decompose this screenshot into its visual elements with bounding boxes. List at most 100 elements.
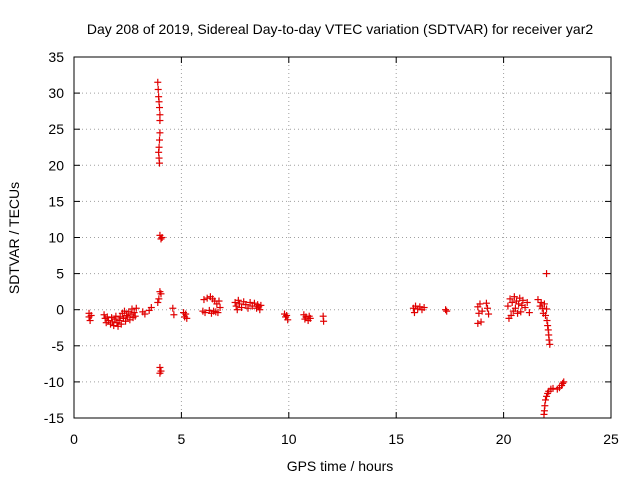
data-point [216,304,224,312]
y-tick-label: -10 [44,374,64,390]
data-point [537,298,545,306]
data-point [477,318,485,326]
data-point [549,384,557,392]
y-tick-label: 15 [48,193,64,209]
x-axis-title: GPS time / hours [287,458,394,474]
x-tick-label: 20 [496,431,512,447]
data-point [156,117,164,125]
data-point [157,290,165,298]
data-point [474,319,482,327]
data-point [141,310,149,318]
data-point [201,309,209,317]
y-tick-label: -5 [52,338,65,354]
data-point [514,309,522,317]
data-point [541,402,549,410]
y-tick-label: 0 [56,302,64,318]
x-tick-label: 25 [603,431,619,447]
data-point [507,311,515,319]
x-tick-label: 5 [178,431,186,447]
data-point [157,235,165,243]
data-point [257,301,265,309]
data-point [540,410,548,418]
data-point [246,298,254,306]
data-point [410,309,418,317]
data-point [483,304,491,312]
data-point [508,298,516,306]
data-point [116,313,124,321]
data-point [120,307,128,315]
axis-ticks: 0 5 10 15 20 25 -15 -10 -5 0 5 10 15 20 25 30 35 [44,49,619,447]
data-point [510,293,518,301]
data-point [112,312,120,320]
data-point [233,306,241,314]
data-point [156,129,164,137]
y-tick-label: 20 [48,157,64,173]
x-tick-label: 10 [281,431,297,447]
data-point [155,104,163,112]
data-point [517,308,525,316]
y-tick-label: 30 [48,85,64,101]
data-point [538,304,546,312]
data-point [541,311,549,319]
data-point [154,85,162,93]
data-point [238,304,246,312]
data-point [128,305,136,313]
data-point [154,78,162,86]
data-point [544,322,552,330]
data-point [147,304,155,312]
data-point [169,304,177,312]
chart-title: Day 208 of 2019, Sidereal Day-to-day VTE… [87,21,593,37]
data-point [86,317,94,325]
y-tick-label: 25 [48,121,64,137]
data-point [476,300,484,308]
y-tick-label: 5 [56,266,64,282]
data-point [203,294,211,302]
data-point [87,311,95,319]
data-point [543,317,551,325]
data-point [506,295,514,303]
data-point [235,300,243,308]
data-point [156,369,164,377]
data-point [543,270,551,278]
data-point [122,317,130,325]
data-point [115,317,123,325]
data-point [158,234,166,241]
data-point [103,313,111,321]
data-point [182,310,190,318]
y-axis-title: SDTVAR / TECUs [6,182,22,294]
data-point [242,301,250,309]
x-tick-label: 0 [70,431,78,447]
data-point [443,307,451,315]
data-point [306,314,314,322]
data-point [155,159,163,167]
data-point [154,298,162,306]
data-point [170,311,178,319]
data-point [485,310,493,318]
data-point [132,304,140,312]
data-point [127,310,135,318]
data-point [123,311,131,319]
data-point [540,300,548,308]
data-point [521,304,529,312]
data-point [504,302,512,310]
data-point [284,316,292,324]
data-point [215,297,223,305]
data-point [256,306,264,314]
data-point [478,307,486,315]
data-point [214,309,222,317]
y-tick-label: 10 [48,230,64,246]
data-point [283,311,291,319]
data-point [511,304,519,312]
data-point [442,306,450,314]
data-point [559,379,567,387]
x-tick-label: 15 [388,431,404,447]
data-point [523,298,531,306]
data-point [250,299,258,307]
data-point [541,396,549,404]
data-point [525,309,533,317]
data-point [420,304,428,312]
data-series [85,78,568,418]
data-point [130,309,138,317]
data-point [519,296,527,304]
